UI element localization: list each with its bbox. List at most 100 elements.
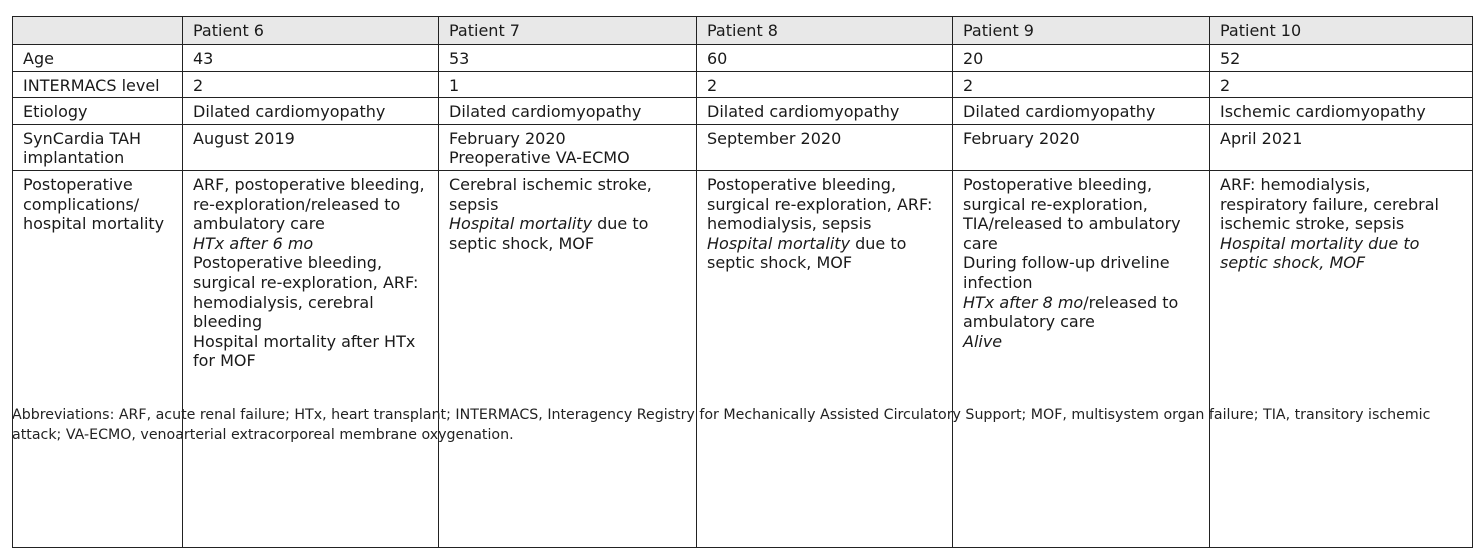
- cell-line: surgical re-exploration,: [963, 195, 1203, 215]
- cell-line: Postoperative bleeding,: [963, 175, 1203, 195]
- cell-text: care: [963, 233, 998, 253]
- table-cell: Postoperative bleeding, surgical re-explo…: [952, 169, 1210, 548]
- cell-line: Dilated cardiomyopathy: [193, 102, 432, 122]
- table-cell: Cerebral ischemic stroke, sepsis Hospital …: [438, 169, 697, 548]
- row-label: INTERMACS level: [12, 70, 183, 99]
- cell-line: respiratory failure, cerebral: [1220, 195, 1466, 215]
- cell-line: Preoperative VA-ECMO: [449, 148, 690, 168]
- table-cell: Postoperative bleeding, surgical re-explo…: [696, 169, 953, 548]
- cell-text: 2: [193, 75, 204, 95]
- table-cell: Dilated cardiomyopathy: [438, 97, 697, 125]
- cell-text: ambulatory care: [963, 312, 1095, 332]
- table-cell: Dilated cardiomyopathy: [182, 97, 439, 125]
- cell-line: HTx after 6 mo: [193, 234, 432, 254]
- cell-text: septic shock, MOF: [707, 253, 853, 273]
- table-cell: 2: [952, 70, 1210, 99]
- cell-line: ischemic stroke, sepsis: [1220, 214, 1466, 234]
- cell-line: surgical re-exploration, ARF:: [193, 273, 432, 293]
- cell-text: hemodialysis, sepsis: [707, 214, 872, 234]
- cell-text: Hospital mortality due to: [1220, 233, 1420, 253]
- cell-text: septic shock, MOF: [449, 233, 595, 253]
- cell-text: Hospital mortality: [707, 233, 851, 253]
- header-patient-5: Patient 10: [1209, 16, 1473, 45]
- cell-line: 1: [449, 76, 690, 96]
- cell-line: Postoperative bleeding,: [193, 253, 432, 273]
- table-cell: 52: [1209, 44, 1473, 72]
- cell-text: Postoperative bleeding,: [963, 174, 1153, 194]
- table-cell: April 2021: [1209, 123, 1473, 171]
- cell-line: 2: [193, 76, 432, 96]
- row-label-line: implantation: [23, 148, 125, 168]
- row-label-line: complications/: [23, 194, 140, 214]
- cell-line: Postoperative bleeding,: [707, 175, 946, 195]
- table-row: INTERMACS level 2 1 2 2 2: [12, 70, 1473, 99]
- cell-line: During follow-up driveline: [963, 253, 1203, 273]
- row-label: SynCardia TAH implantation: [12, 123, 183, 171]
- cell-line: care: [963, 234, 1203, 254]
- table-cell: Dilated cardiomyopathy: [696, 97, 953, 125]
- cell-text: surgical re-exploration,: [963, 194, 1148, 214]
- table-row: Age 43 53 60 20 52: [12, 44, 1473, 72]
- table-cell: ARF: hemodialysis, respiratory failure, c…: [1209, 169, 1473, 548]
- header-corner: [12, 16, 183, 45]
- cell-text: for MOF: [193, 351, 256, 371]
- cell-text: February 2020: [963, 128, 1080, 148]
- cell-line: February 2020: [963, 129, 1203, 149]
- table-cell: ARF, postoperative bleeding, re-explorati…: [182, 169, 439, 548]
- table-cell: Dilated cardiomyopathy: [952, 97, 1210, 125]
- cell-text: surgical re-exploration, ARF:: [707, 194, 933, 214]
- cell-text: TIA/released to ambulatory: [963, 214, 1181, 234]
- cell-line: hemodialysis, cerebral: [193, 293, 432, 313]
- cell-text-rest: due to: [850, 233, 907, 253]
- cell-text: septic shock, MOF: [1220, 253, 1366, 273]
- cell-text: August 2019: [193, 128, 295, 148]
- table-cell: 2: [182, 70, 439, 99]
- cell-line: bleeding: [193, 312, 432, 332]
- cell-line: ambulatory care: [193, 214, 432, 234]
- header-patient-3: Patient 8: [696, 16, 953, 45]
- cell-text: 52: [1220, 49, 1241, 68]
- cell-text: Postoperative bleeding,: [193, 253, 383, 273]
- row-label-line: INTERMACS level: [23, 75, 160, 95]
- row-label: Postoperative complications/hospital mort…: [12, 169, 183, 548]
- table-cell: 43: [182, 44, 439, 72]
- cell-text: HTx after 8 mo: [963, 292, 1084, 312]
- cell-text: Ischemic cardiomyopathy: [1220, 102, 1426, 122]
- cell-line: sepsis: [449, 195, 690, 215]
- cell-text: 43: [193, 49, 214, 68]
- cell-text: 53: [449, 49, 470, 68]
- table-cell: February 2020 Preoperative VA-ECMO: [438, 123, 697, 171]
- table-cell: 2: [696, 70, 953, 99]
- cell-line: ARF: hemodialysis,: [1220, 175, 1466, 195]
- cell-line: septic shock, MOF: [449, 234, 690, 254]
- cell-line: HTx after 8 mo/released to: [963, 293, 1203, 313]
- cell-line: Hospital mortality after HTx: [193, 332, 432, 352]
- table-cell: 20: [952, 44, 1210, 72]
- cell-line: infection: [963, 273, 1203, 293]
- cell-text: Dilated cardiomyopathy: [193, 102, 386, 122]
- cell-line: 2: [707, 76, 946, 96]
- footnote: Abbreviations: ARF, acute renal failure;…: [12, 407, 1431, 443]
- cell-line: 52: [1220, 49, 1466, 69]
- cell-line: septic shock, MOF: [707, 253, 946, 273]
- cell-text: Dilated cardiomyopathy: [449, 102, 642, 122]
- row-label-line: Postoperative: [23, 174, 133, 194]
- cell-text: bleeding: [193, 312, 263, 332]
- cell-line: February 2020: [449, 129, 690, 149]
- cell-text: Hospital mortality: [449, 214, 593, 234]
- cell-text: February 2020: [449, 128, 566, 148]
- cell-line: re-exploration/released to: [193, 195, 432, 215]
- cell-text-rest: due to: [592, 214, 649, 234]
- cell-line: Dilated cardiomyopathy: [449, 102, 690, 122]
- cell-text: Alive: [963, 331, 1003, 351]
- table-cell: 1: [438, 70, 697, 99]
- cell-text: respiratory failure, cerebral: [1220, 194, 1439, 214]
- table-row: Postoperative complications/hospital mort…: [12, 169, 1473, 548]
- cell-line: Cerebral ischemic stroke,: [449, 175, 690, 195]
- cell-text: infection: [963, 272, 1033, 292]
- cell-text: September 2020: [707, 128, 842, 148]
- row-label: Age: [12, 44, 183, 72]
- cell-text: ARF, postoperative bleeding,: [193, 174, 425, 194]
- cell-line: Dilated cardiomyopathy: [707, 102, 946, 122]
- cell-text: 2: [707, 75, 718, 95]
